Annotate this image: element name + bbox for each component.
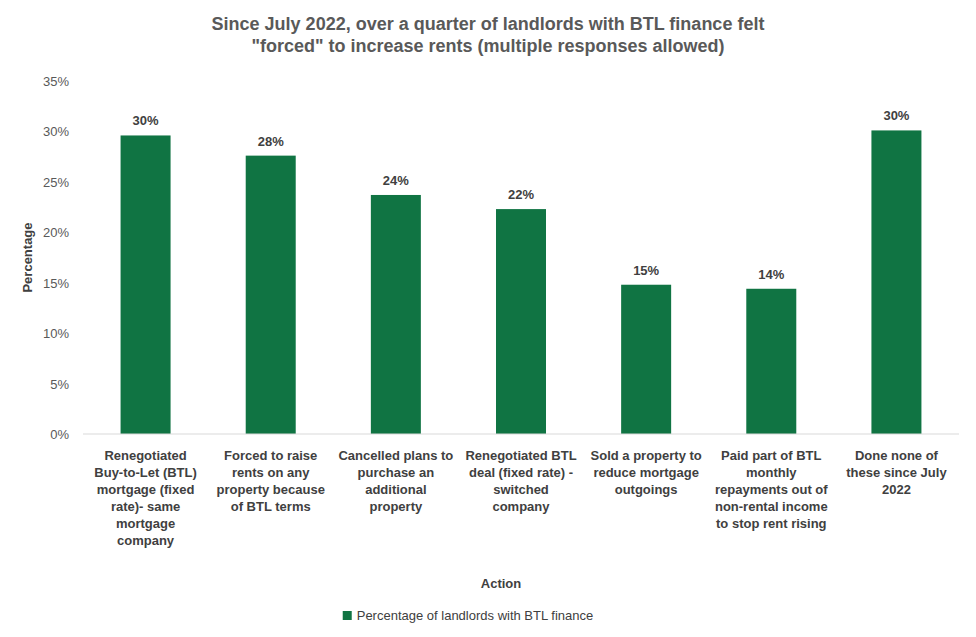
y-tick-label: 20% bbox=[43, 225, 69, 240]
y-tick-label: 25% bbox=[43, 175, 69, 190]
data-label: 28% bbox=[258, 134, 284, 149]
x-tick-label: Sold a property toreduce mortgageoutgoin… bbox=[591, 448, 702, 497]
legend: Percentage of landlords with BTL finance bbox=[343, 608, 594, 623]
chart: Since July 2022, over a quarter of landl… bbox=[0, 0, 976, 637]
y-tick-label: 15% bbox=[43, 276, 69, 291]
data-label: 30% bbox=[133, 113, 159, 128]
y-tick-label: 5% bbox=[50, 377, 69, 392]
bar bbox=[121, 135, 171, 434]
bar bbox=[246, 156, 296, 434]
title: Since July 2022, over a quarter of landl… bbox=[212, 14, 765, 56]
bar bbox=[621, 285, 671, 434]
x-tick-label: Renegotiated BTLdeal (fixed rate) -switc… bbox=[465, 448, 576, 514]
x-tick-label: Forced to raiserents on anyproperty beca… bbox=[217, 448, 325, 514]
x-tick-label: Done none ofthese since July2022 bbox=[846, 448, 947, 497]
x-tick-label: Cancelled plans topurchase anadditionalp… bbox=[338, 448, 453, 514]
bar bbox=[496, 209, 546, 434]
y-tick-label: 0% bbox=[50, 427, 69, 442]
data-label: 14% bbox=[758, 267, 784, 282]
legend-label: Percentage of landlords with BTL finance bbox=[357, 608, 594, 623]
labels: 30% 28% 24% 22% 15% 14% 30% bbox=[133, 108, 910, 281]
data-label: 22% bbox=[508, 187, 534, 202]
data-label: 15% bbox=[633, 263, 659, 278]
legend-swatch bbox=[343, 611, 352, 620]
data-label: 30% bbox=[883, 108, 909, 123]
x-tick-label: RenegotiatedBuy-to-Let (BTL)mortgage (fi… bbox=[94, 448, 197, 548]
bar bbox=[871, 130, 921, 434]
background bbox=[0, 0, 976, 637]
bars bbox=[121, 130, 922, 434]
x-axis-line bbox=[83, 434, 959, 435]
x-tick-label: Paid part of BTLmonthlyrepayments out of… bbox=[715, 448, 828, 531]
y-tick-label: 10% bbox=[43, 326, 69, 341]
bar bbox=[746, 289, 796, 434]
y-tick-label: 30% bbox=[43, 124, 69, 139]
y-axis-title: Percentage bbox=[20, 222, 35, 292]
data-label: 24% bbox=[383, 173, 409, 188]
x-axis-title: Action bbox=[481, 576, 522, 591]
y-tick-label: 35% bbox=[43, 74, 69, 89]
bar bbox=[371, 195, 421, 434]
